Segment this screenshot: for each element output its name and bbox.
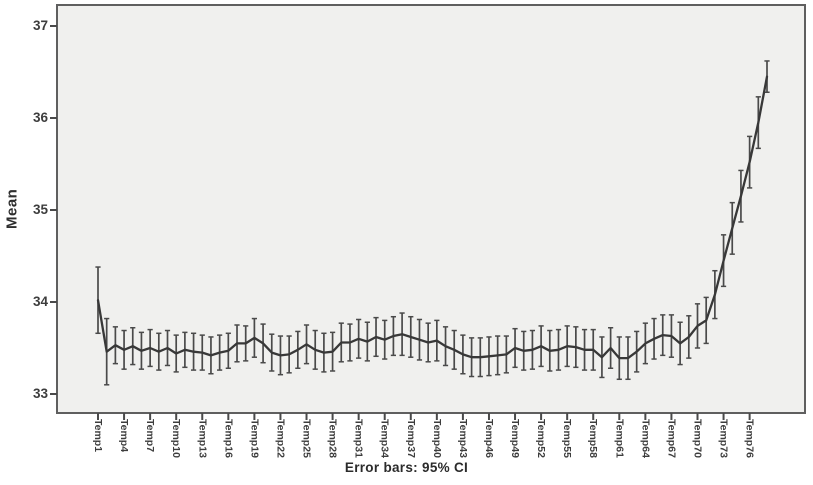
x-tick-label: Temp16 <box>222 419 235 458</box>
x-tick-label: Temp25 <box>300 419 313 458</box>
x-tick-label: Temp61 <box>613 419 626 458</box>
x-tick-label: Temp31 <box>352 419 365 458</box>
plot-area <box>56 4 806 414</box>
x-tick-label: Temp73 <box>717 419 730 458</box>
x-tick-label: Temp46 <box>482 419 495 458</box>
x-tick-label: Temp49 <box>509 419 522 458</box>
x-tick-label: Temp52 <box>535 419 548 458</box>
y-tick-label: 34 <box>32 294 48 309</box>
x-tick-label: Temp64 <box>639 419 652 458</box>
x-tick-label: Temp19 <box>248 419 261 458</box>
x-tick-label: Temp22 <box>274 419 287 458</box>
mean-line <box>96 75 769 360</box>
x-tick-label: Temp10 <box>170 419 183 458</box>
x-tick-label: Temp1 <box>92 419 104 453</box>
x-tick-label: Temp40 <box>430 419 443 458</box>
x-tick-label: Temp28 <box>326 419 339 458</box>
x-tick-label: Temp58 <box>587 419 600 458</box>
y-tick-label: 33 <box>32 386 48 401</box>
x-tick-label: Temp7 <box>144 419 157 453</box>
y-tick-label: 35 <box>32 202 48 217</box>
x-tick-label: Temp13 <box>196 419 209 458</box>
x-tick-label: Temp55 <box>561 419 574 458</box>
x-tick-label: Temp70 <box>691 419 704 458</box>
x-tick-label: Temp34 <box>378 419 391 458</box>
error-bars-caption: Error bars: 95% CI <box>344 460 469 475</box>
x-tick-label: Temp4 <box>118 419 131 453</box>
x-tick-label: Temp37 <box>404 419 417 458</box>
x-tick-label: Temp43 <box>456 419 469 458</box>
y-tick-label: 37 <box>32 18 48 33</box>
x-tick-label: Temp76 <box>743 419 756 458</box>
y-tick-label: 36 <box>32 110 48 125</box>
x-tick-label: Temp67 <box>665 419 678 458</box>
